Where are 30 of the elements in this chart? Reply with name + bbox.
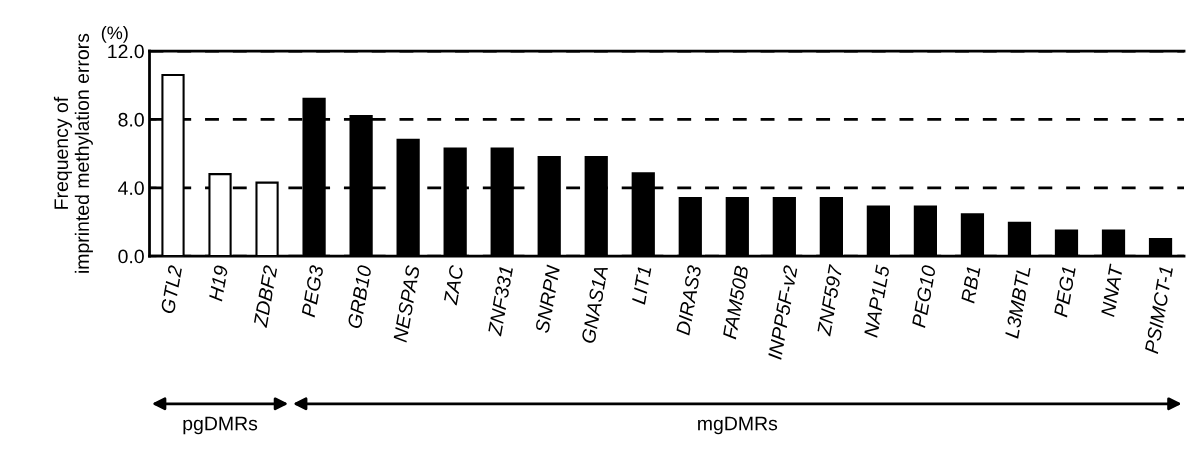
y-tick-label: 4.0	[118, 181, 144, 195]
y-tick-label: 0.0	[118, 249, 144, 264]
x-tick-label: PEG1	[1053, 266, 1076, 318]
x-tick-label: PEG10	[911, 264, 936, 329]
x-tick-label: PEG3	[301, 264, 324, 318]
x-tick-label: RB1	[961, 266, 981, 304]
x-tick-label: FAM50B	[722, 265, 749, 340]
x-tick-label: GTL2	[160, 264, 183, 314]
x-tick-label: SNRPN	[534, 264, 561, 334]
x-tick-label: PSIMCT-1	[1144, 266, 1174, 354]
x-tick-label: ZDBF2	[253, 264, 278, 328]
x-tick-label: LIT1	[631, 266, 652, 305]
text: (%)	[101, 26, 128, 43]
x-tick-label: H19	[208, 264, 229, 302]
x-tick-label: ZAC	[443, 264, 464, 306]
x-tick-label: ZNF597	[816, 263, 843, 337]
y-tick-label: 12.0	[108, 44, 144, 59]
x-tick-label: L3MBTL	[1004, 265, 1031, 339]
text: mgDMRs	[698, 416, 778, 435]
x-tick-label: NNAT	[1100, 263, 1124, 318]
x-tick-label: DIRAS3	[675, 264, 702, 336]
x-tick-label: ZNF331	[487, 266, 514, 337]
x-tick-label: GRB10	[347, 264, 372, 329]
x-tick-label: NAP1L5	[863, 264, 890, 338]
x-tick-label: NESPAS	[393, 264, 420, 343]
x-tick-label: GNAS1A	[581, 265, 609, 344]
x-tick-label: INPP5F-v2	[767, 264, 798, 360]
text: pgDMRs	[183, 416, 258, 435]
y-axis-title: Frequency of imprinted methylation errors	[53, 33, 93, 273]
y-tick-label: 8.0	[118, 112, 144, 127]
